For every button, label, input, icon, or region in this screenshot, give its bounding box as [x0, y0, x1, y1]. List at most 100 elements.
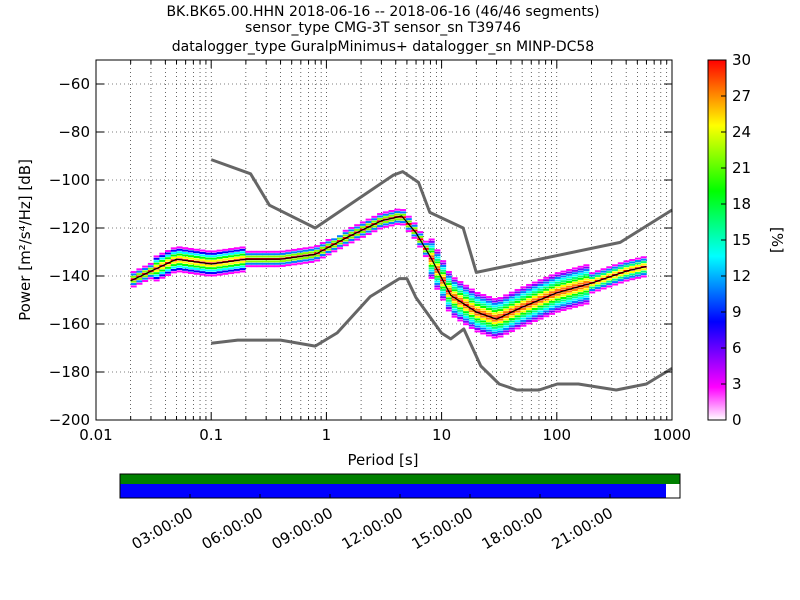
psd-cell	[508, 325, 515, 328]
psd-cell	[491, 326, 498, 329]
psd-cell	[400, 211, 407, 214]
psd-cell	[182, 249, 189, 252]
psd-cell	[233, 266, 240, 269]
psd-cell	[331, 240, 338, 243]
psd-cell	[302, 261, 309, 264]
psd-cell	[245, 253, 252, 256]
psd-cell	[617, 279, 624, 282]
psd-cell	[594, 284, 601, 287]
psd-cell	[554, 281, 561, 284]
psd-cell	[239, 263, 246, 266]
psd-cell	[480, 327, 487, 330]
psd-cell	[543, 288, 550, 291]
psd-cell	[571, 272, 578, 275]
psd-cell	[400, 218, 407, 221]
psd-cell	[182, 256, 189, 259]
psd-cell	[256, 265, 263, 268]
psd-cell	[543, 281, 550, 284]
psd-cell	[354, 236, 361, 239]
psd-cell	[262, 262, 269, 265]
psd-cell	[182, 254, 189, 257]
psd-cell	[457, 297, 464, 300]
psd-cell	[577, 297, 584, 300]
psd-cell	[543, 312, 550, 315]
psd-cell	[302, 252, 309, 255]
psd-cell	[560, 280, 567, 283]
psd-cell	[285, 264, 292, 267]
psd-cell	[571, 293, 578, 296]
psd-cell	[474, 315, 481, 318]
psd-cell	[606, 271, 613, 274]
psd-cell	[589, 277, 596, 280]
psd-cell	[485, 324, 493, 327]
psd-cell	[153, 274, 160, 277]
psd-cell	[583, 264, 590, 267]
psd-cell	[566, 269, 573, 272]
psd-cell	[279, 252, 286, 255]
psd-cell	[485, 327, 493, 330]
psd-cell	[537, 312, 544, 315]
psd-cell	[445, 287, 452, 290]
psd-cell	[463, 301, 470, 304]
colorbar-tick-label: 0	[732, 411, 742, 429]
psd-cell	[291, 260, 298, 263]
psd-cell	[187, 247, 195, 250]
psd-cell	[428, 260, 435, 263]
psd-cell	[279, 260, 286, 263]
x-tick-label: 1	[322, 426, 332, 444]
psd-cell	[520, 288, 527, 291]
psd-cell	[394, 211, 401, 214]
psd-cell	[434, 251, 441, 254]
psd-cell	[451, 291, 458, 294]
psd-cell	[428, 243, 435, 246]
colorbar-tick-label: 18	[732, 195, 751, 213]
psd-cell	[594, 272, 601, 275]
psd-cell	[491, 324, 498, 327]
psd-cell	[400, 221, 407, 224]
psd-cell	[136, 270, 143, 273]
psd-cell	[417, 245, 424, 248]
psd-cell	[279, 255, 286, 258]
psd-cell	[526, 295, 533, 298]
psd-cell	[428, 240, 435, 243]
psd-cell	[228, 264, 235, 267]
psd-cell	[537, 310, 544, 313]
psd-cell	[342, 229, 349, 232]
psd-cell	[325, 241, 332, 244]
psd-cell	[526, 283, 533, 286]
psd-cell	[268, 253, 275, 256]
psd-cell	[554, 293, 561, 296]
psd-cell	[537, 303, 544, 306]
psd-cell	[577, 275, 584, 278]
psd-cell	[549, 288, 556, 291]
psd-cell	[222, 272, 229, 275]
psd-cell	[503, 294, 510, 297]
psd-cell	[319, 256, 326, 259]
psd-cell	[153, 260, 160, 263]
psd-cell	[554, 296, 561, 299]
psd-cell	[463, 306, 470, 309]
psd-cell	[589, 286, 596, 289]
psd-cell	[216, 264, 223, 267]
psd-cell	[629, 273, 636, 276]
psd-cell	[508, 306, 515, 309]
psd-cell	[526, 317, 533, 320]
timeline: 03:00:00 06:00:00 09:00:00 12:00:00 15:00:00…	[119, 473, 681, 553]
psd-cell	[228, 272, 235, 275]
psd-cell	[463, 284, 470, 287]
psd-cell	[417, 231, 424, 234]
psd-cell	[411, 227, 418, 230]
psd-cell	[520, 293, 527, 296]
psd-cell	[457, 314, 464, 317]
psd-cell	[142, 277, 149, 280]
psd-cell	[537, 283, 544, 286]
psd-cell	[583, 293, 590, 296]
psd-cell	[428, 274, 435, 277]
psd-cell	[359, 226, 366, 229]
psd-cell	[503, 308, 510, 311]
psd-cell	[394, 208, 401, 211]
psd-cell	[348, 238, 355, 241]
psd-cell	[193, 263, 200, 266]
psd-cell	[531, 303, 538, 306]
psd-cell	[520, 322, 527, 325]
